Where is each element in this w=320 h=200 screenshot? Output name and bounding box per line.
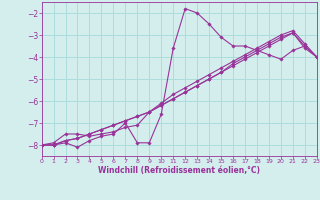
X-axis label: Windchill (Refroidissement éolien,°C): Windchill (Refroidissement éolien,°C) xyxy=(98,166,260,175)
